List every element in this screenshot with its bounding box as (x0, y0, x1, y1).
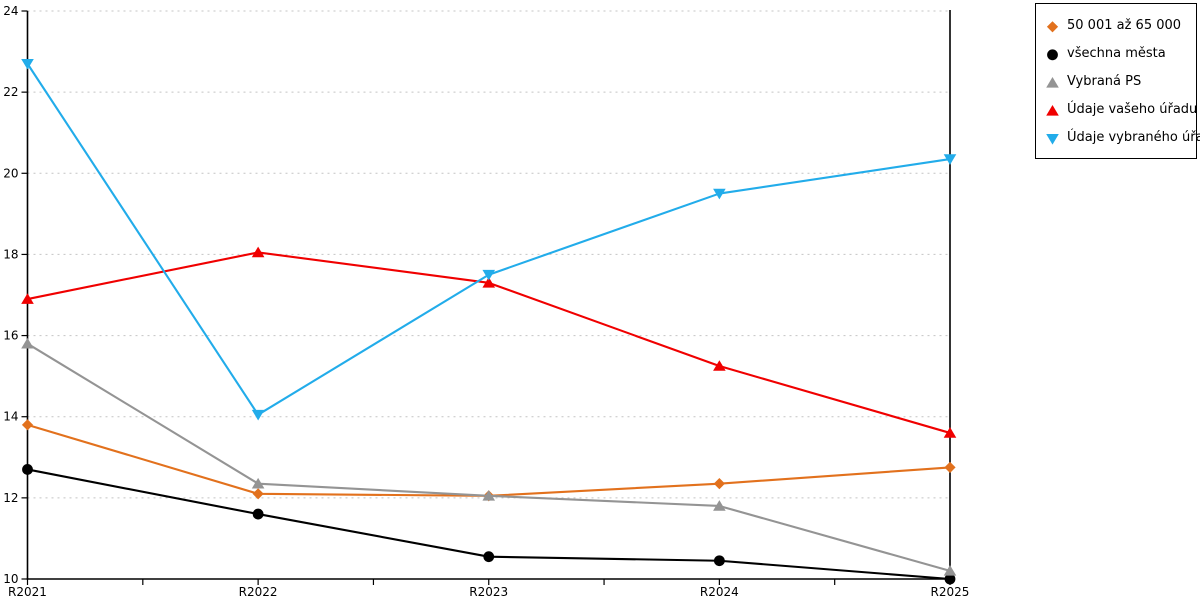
x-axis-tick-label: R2025 (931, 585, 970, 599)
series-marker-2 (482, 490, 496, 501)
y-axis-tick-label: 22 (3, 85, 18, 99)
series-marker-0 (944, 461, 956, 474)
series-0 (21, 419, 956, 502)
series-marker-4 (482, 269, 496, 281)
series-line-1 (27, 468, 951, 581)
diamond-icon (1046, 20, 1059, 32)
triangle-down-icon (1046, 133, 1059, 145)
series-marker-legend-4 (1046, 133, 1059, 145)
series-4 (21, 58, 957, 421)
series-line-0 (27, 423, 951, 497)
series-3 (21, 246, 957, 438)
triangle-up-icon (1046, 76, 1059, 88)
legend-item-4: Údaje vybraného úřadu (1045, 124, 1200, 152)
legend-label: Údaje vybraného úřadu (1067, 130, 1200, 145)
series-marker-3 (713, 360, 726, 371)
series-marker-legend-1 (1047, 48, 1058, 60)
series-marker-1 (252, 508, 264, 520)
series-marker-4 (21, 58, 34, 70)
series-marker-legend-0 (1046, 20, 1059, 32)
legend-item-3: Údaje vašeho úřadu (1045, 96, 1197, 124)
series-marker-3 (943, 427, 957, 438)
y-axis-tick-label: 18 (3, 247, 18, 261)
x-axis-tick-label: R2023 (469, 585, 508, 599)
series-1 (22, 464, 956, 585)
series-marker-2 (251, 477, 265, 489)
series-marker-0 (713, 478, 725, 490)
y-axis-tick-label: 12 (3, 491, 18, 505)
y-axis-tick-label: 14 (3, 410, 18, 424)
series-marker-4 (943, 154, 957, 165)
series-marker-1 (944, 573, 956, 585)
x-axis-tick-label: R2021 (8, 585, 47, 599)
legend-label: 50 001 až 65 000 (1067, 18, 1182, 33)
series-marker-0 (252, 488, 264, 500)
circle-icon (1047, 48, 1058, 60)
series-marker-1 (483, 551, 495, 563)
series-marker-2 (943, 565, 957, 576)
series-marker-1 (713, 555, 725, 567)
x-axis-tick-label: R2022 (239, 585, 278, 599)
series-2 (21, 337, 957, 576)
legend-label: Údaje vašeho úřadu (1067, 102, 1198, 117)
series-line-2 (26, 342, 951, 572)
series-line-4 (26, 63, 951, 416)
x-axis-tick-label: R2024 (700, 585, 739, 599)
series-marker-3 (21, 293, 34, 304)
series-marker-0 (21, 419, 34, 431)
series-marker-legend-2 (1046, 76, 1059, 88)
y-axis-tick-label: 16 (3, 329, 18, 343)
legend-label: Vybraná PS (1067, 74, 1142, 89)
y-axis-tick-label: 20 (3, 166, 18, 180)
legend-item-2: Vybraná PS (1045, 68, 1188, 96)
chart-legend: 50 001 až 65 000 všechna města Vybraná PS Ú… (1035, 3, 1200, 159)
legend-label: všechna města (1067, 46, 1166, 61)
series-marker-3 (482, 277, 496, 288)
series-marker-2 (713, 500, 726, 511)
series-marker-1 (22, 464, 33, 475)
series-marker-4 (251, 409, 265, 421)
series-marker-2 (21, 337, 34, 349)
legend-item-0: 50 001 až 65 000 (1045, 12, 1188, 40)
series-marker-3 (251, 246, 265, 258)
series-marker-legend-3 (1046, 104, 1059, 116)
legend-item-1: všechna města (1045, 40, 1188, 68)
y-axis-tick-label: 10 (3, 572, 18, 586)
triangle-up-icon (1046, 104, 1059, 116)
y-axis-tick-label: 24 (3, 4, 18, 18)
series-marker-4 (713, 188, 726, 200)
